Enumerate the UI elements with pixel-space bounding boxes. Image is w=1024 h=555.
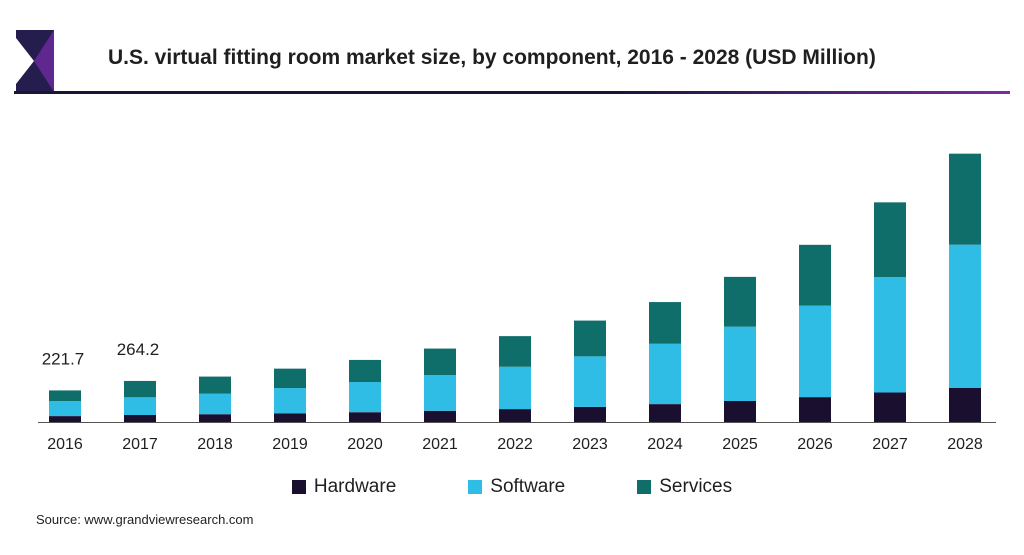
bar-software-2018 xyxy=(199,393,231,415)
bar-services-2022 xyxy=(499,336,531,367)
bar-software-2021 xyxy=(424,375,456,411)
legend-label-services: Services xyxy=(659,476,733,497)
x-tick-label-2018: 2018 xyxy=(197,436,233,453)
bar-software-2028 xyxy=(949,244,981,388)
data-label-2017: 264.2 xyxy=(117,340,160,359)
bar-software-2024 xyxy=(649,343,681,405)
legend-label-software: Software xyxy=(490,476,566,497)
bar-software-2017 xyxy=(124,397,156,415)
bar-services-2016 xyxy=(49,390,81,402)
bar-software-2016 xyxy=(49,401,81,417)
x-tick-label-2019: 2019 xyxy=(272,436,308,453)
bar-services-2021 xyxy=(424,348,456,376)
x-tick-label-2022: 2022 xyxy=(497,436,533,453)
x-tick-label-2025: 2025 xyxy=(722,436,758,453)
bar-hardware-2020 xyxy=(349,412,381,422)
source-note: Source: www.grandviewresearch.com xyxy=(36,512,254,527)
bar-hardware-2019 xyxy=(274,413,306,422)
bar-hardware-2028 xyxy=(949,387,981,422)
bar-hardware-2023 xyxy=(574,406,606,422)
bar-software-2025 xyxy=(724,326,756,401)
bar-services-2026 xyxy=(799,244,831,306)
legend-swatch-hardware xyxy=(291,480,306,494)
title-divider xyxy=(14,91,1010,94)
legend-swatch-software xyxy=(468,480,483,494)
chart-title: U.S. virtual fitting room market size, b… xyxy=(108,46,876,69)
x-tick-label-2028: 2028 xyxy=(947,436,983,453)
legend-item-hardware: Hardware xyxy=(291,476,397,498)
bar-hardware-2021 xyxy=(424,410,456,422)
bar-hardware-2022 xyxy=(499,409,531,422)
bar-services-2017 xyxy=(124,380,156,398)
chart-legend: Hardware Software Services xyxy=(0,476,1024,498)
x-tick-label-2020: 2020 xyxy=(347,436,383,453)
bar-services-2019 xyxy=(274,368,306,389)
bar-services-2024 xyxy=(649,302,681,344)
x-tick-label-2021: 2021 xyxy=(422,436,458,453)
bar-services-2028 xyxy=(949,153,981,245)
bar-software-2027 xyxy=(874,277,906,393)
bar-hardware-2016 xyxy=(49,416,81,422)
bar-services-2027 xyxy=(874,202,906,278)
x-tick-label-2026: 2026 xyxy=(797,436,833,453)
bar-hardware-2026 xyxy=(799,397,831,422)
bar-software-2022 xyxy=(499,366,531,410)
stacked-bar-chart: 2016 221.7 2017 264.2 2018 2019 2020 2021 2022 20… xyxy=(38,153,996,453)
x-tick-label-2027: 2027 xyxy=(872,436,908,453)
bar-services-2020 xyxy=(349,359,381,383)
brand-logo xyxy=(16,30,54,97)
data-label-2016: 221.7 xyxy=(42,349,85,368)
bar-hardware-2024 xyxy=(649,404,681,422)
x-tick-label-2017: 2017 xyxy=(122,436,158,453)
bar-software-2023 xyxy=(574,356,606,407)
bar-software-2019 xyxy=(274,388,306,414)
legend-item-software: Software xyxy=(468,476,565,498)
legend-swatch-services xyxy=(637,480,652,494)
x-tick-label-2016: 2016 xyxy=(47,436,83,453)
bar-software-2020 xyxy=(349,382,381,413)
bar-hardware-2018 xyxy=(199,414,231,422)
bar-hardware-2025 xyxy=(724,401,756,422)
x-tick-label-2023: 2023 xyxy=(572,436,608,453)
legend-item-services: Services xyxy=(637,476,732,498)
bar-services-2023 xyxy=(574,320,606,357)
x-tick-label-2024: 2024 xyxy=(647,436,683,453)
legend-label-hardware: Hardware xyxy=(313,476,397,497)
bar-hardware-2027 xyxy=(874,392,906,422)
bar-services-2025 xyxy=(724,276,756,327)
bar-software-2026 xyxy=(799,305,831,398)
bar-hardware-2017 xyxy=(124,415,156,422)
bar-services-2018 xyxy=(199,376,231,394)
